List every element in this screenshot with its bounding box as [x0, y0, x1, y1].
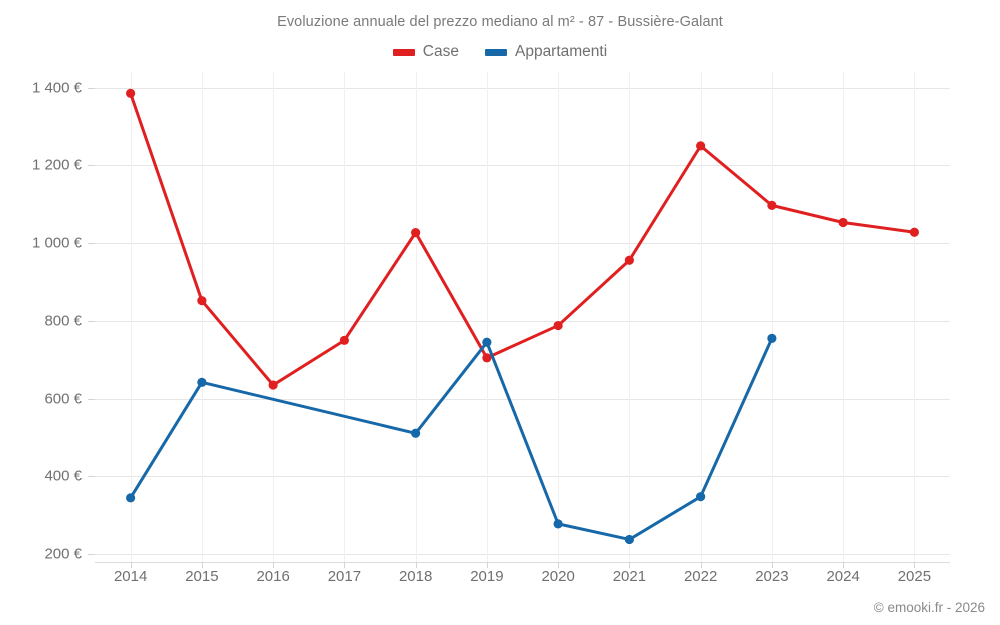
gridline-vertical — [914, 72, 916, 562]
x-axis-tick-label: 2025 — [897, 568, 932, 585]
gridline-vertical — [629, 72, 631, 562]
gridline-vertical — [700, 72, 702, 562]
data-point[interactable] — [838, 217, 848, 228]
legend-item-case[interactable]: Case — [392, 43, 459, 61]
x-axis-tick-label: 2014 — [113, 568, 148, 585]
data-point[interactable] — [553, 519, 563, 529]
x-axis-tick-label: 2022 — [683, 568, 718, 585]
chart-title: Evoluzione annuale del prezzo mediano al… — [277, 14, 723, 30]
y-axis-tick-label: 400 € — [44, 467, 82, 485]
gridline-vertical — [486, 72, 488, 562]
legend-swatch-appartamenti — [484, 48, 507, 56]
x-axis-tick-label: 2020 — [541, 568, 575, 585]
x-axis-tick-label: 2017 — [327, 568, 362, 585]
copyright-credit: © emooki.fr - 2026 — [873, 600, 985, 615]
gridline-horizontal — [95, 87, 950, 89]
y-axis-tick-label: 200 € — [44, 545, 82, 563]
data-point[interactable] — [482, 337, 492, 347]
x-axis-tick-mark — [914, 562, 916, 568]
x-axis-tick-mark — [273, 562, 275, 568]
x-axis-tick-mark — [558, 562, 560, 568]
x-axis-tick-mark — [629, 562, 631, 568]
gridline-horizontal — [95, 320, 950, 322]
x-axis-tick-mark — [700, 562, 702, 568]
y-axis-tick-label: 600 € — [44, 390, 82, 408]
chart-legend: Case Appartamenti — [0, 43, 1000, 61]
data-point[interactable] — [767, 333, 777, 343]
x-axis-tick-mark — [344, 562, 346, 568]
data-point[interactable] — [197, 377, 207, 387]
x-axis-tick-mark — [130, 562, 132, 568]
gridline-vertical — [273, 72, 275, 562]
y-axis-tick-label: 800 € — [44, 312, 82, 330]
data-point[interactable] — [767, 200, 777, 210]
y-axis-tick-mark — [88, 554, 95, 556]
y-axis-tick-label: 1 400 € — [31, 79, 82, 97]
x-axis-tick-mark — [771, 562, 773, 568]
legend-label-case: Case — [422, 43, 459, 60]
y-axis-tick-mark — [88, 476, 95, 478]
y-axis-tick-label: 1 000 € — [31, 234, 82, 252]
series-line-appartamenti — [129, 336, 774, 541]
data-point[interactable] — [411, 428, 421, 438]
data-point[interactable] — [553, 320, 563, 331]
gridline-horizontal — [95, 398, 950, 400]
data-point[interactable] — [197, 296, 207, 306]
y-axis-tick-mark — [88, 398, 95, 400]
x-axis-tick-mark — [415, 562, 417, 568]
gridline-horizontal — [95, 243, 950, 245]
y-axis-tick-label: 1 200 € — [31, 156, 82, 174]
legend-item-appartamenti[interactable]: Appartamenti — [484, 43, 608, 61]
data-point[interactable] — [339, 335, 349, 345]
gridline-vertical — [558, 72, 560, 562]
y-axis-tick-mark — [88, 320, 95, 322]
x-axis-tick-label: 2018 — [398, 568, 433, 585]
x-axis-tick-label: 2021 — [612, 568, 647, 585]
x-axis-tick-mark — [201, 562, 203, 568]
gridline-vertical — [771, 72, 773, 562]
x-axis-tick-mark — [486, 562, 488, 568]
x-axis-tick-label: 2024 — [826, 568, 860, 585]
y-axis-tick-mark — [88, 243, 95, 245]
gridline-vertical — [201, 72, 203, 562]
x-axis-tick-label: 2015 — [185, 568, 219, 585]
data-point[interactable] — [696, 492, 706, 502]
data-point[interactable] — [482, 353, 492, 363]
data-point[interactable] — [624, 255, 634, 265]
x-axis-tick-label: 2016 — [256, 568, 290, 585]
data-point[interactable] — [126, 88, 136, 98]
gridline-horizontal — [95, 165, 950, 167]
data-point[interactable] — [909, 227, 919, 237]
y-axis-tick-mark — [88, 165, 95, 167]
x-axis-line — [95, 562, 950, 563]
gridline-vertical — [344, 72, 346, 562]
legend-label-appartamenti: Appartamenti — [514, 43, 608, 60]
data-point[interactable] — [696, 141, 706, 151]
data-point[interactable] — [624, 534, 634, 545]
y-axis-tick-mark — [88, 87, 95, 89]
gridline-vertical — [415, 72, 417, 562]
series-line-case — [129, 91, 916, 387]
plot-area — [95, 72, 950, 562]
x-axis-tick-label: 2019 — [470, 568, 504, 585]
data-point[interactable] — [411, 228, 421, 238]
gridline-vertical — [130, 72, 132, 562]
legend-swatch-case — [392, 48, 415, 56]
series-layer — [126, 88, 919, 545]
gridline-horizontal — [95, 476, 950, 478]
data-point[interactable] — [126, 493, 136, 503]
gridline-vertical — [843, 72, 845, 562]
data-point[interactable] — [268, 380, 278, 390]
x-axis-tick-label: 2023 — [755, 568, 789, 585]
x-axis-tick-mark — [843, 562, 845, 568]
gridline-horizontal — [95, 554, 950, 556]
